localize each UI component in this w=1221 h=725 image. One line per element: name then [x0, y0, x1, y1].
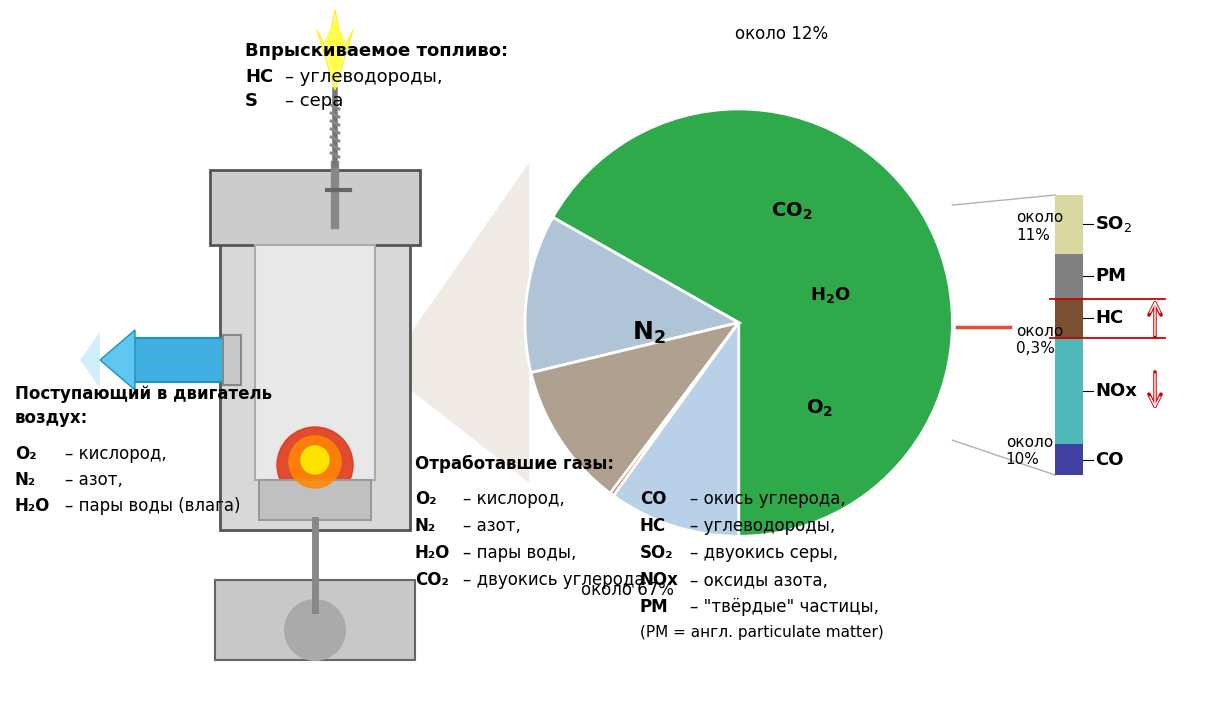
Text: N₂: N₂: [15, 471, 37, 489]
Text: HC: HC: [1095, 309, 1123, 327]
Text: $\mathbf{H_2O}$: $\mathbf{H_2O}$: [811, 285, 851, 304]
Text: S: S: [245, 92, 258, 110]
Text: – углеводороды,: – углеводороды,: [284, 68, 443, 86]
Bar: [210, 170, 420, 245]
Text: CO: CO: [640, 490, 667, 508]
Text: H₂O: H₂O: [415, 544, 451, 562]
Bar: [220, 200, 410, 530]
Text: около
11%: около 11%: [1016, 210, 1063, 243]
Polygon shape: [385, 162, 529, 483]
Bar: [129, 338, 225, 382]
Circle shape: [284, 600, 346, 660]
Polygon shape: [81, 332, 100, 388]
Circle shape: [302, 446, 328, 474]
Polygon shape: [317, 10, 353, 90]
Bar: [1055, 444, 1083, 475]
Text: Поступающий в двигатель
воздух:: Поступающий в двигатель воздух:: [15, 385, 272, 426]
Text: SO₂: SO₂: [640, 544, 674, 562]
Text: O₂: O₂: [415, 490, 436, 508]
Polygon shape: [100, 330, 136, 390]
Wedge shape: [610, 323, 739, 496]
Text: NOx: NOx: [640, 571, 679, 589]
Text: – сера: – сера: [284, 92, 343, 110]
Text: около
0,3%: около 0,3%: [1016, 323, 1063, 356]
Text: – азот,: – азот,: [463, 517, 521, 535]
Text: – окись углерода,: – окись углерода,: [690, 490, 846, 508]
Text: N₂: N₂: [415, 517, 436, 535]
Circle shape: [289, 436, 341, 488]
Bar: [255, 245, 375, 480]
Text: NOx: NOx: [1095, 382, 1137, 400]
Text: – оксиды азота,: – оксиды азота,: [690, 571, 828, 589]
Wedge shape: [613, 323, 739, 536]
Bar: [259, 480, 371, 520]
Wedge shape: [525, 218, 739, 373]
Text: CO₂: CO₂: [415, 571, 449, 589]
Bar: [1055, 254, 1083, 299]
Circle shape: [277, 427, 353, 503]
Text: – кислород,: – кислород,: [65, 445, 167, 463]
Text: около 12%: около 12%: [735, 25, 828, 44]
Text: CO: CO: [1095, 451, 1123, 468]
Text: O₂: O₂: [15, 445, 37, 463]
Text: Впрыскиваемое топливо:: Впрыскиваемое топливо:: [245, 42, 508, 60]
Text: – кислород,: – кислород,: [463, 490, 565, 508]
Text: Отработавшие газы:: Отработавшие газы:: [415, 455, 614, 473]
Polygon shape: [325, 20, 346, 85]
Text: – пары воды,: – пары воды,: [463, 544, 576, 562]
Text: $\mathbf{N_2}$: $\mathbf{N_2}$: [632, 320, 665, 347]
Text: (PM = англ. particulate matter): (PM = англ. particulate matter): [640, 625, 884, 640]
Bar: [223, 335, 241, 385]
Text: $\mathbf{O_2}$: $\mathbf{O_2}$: [806, 397, 834, 419]
Bar: [1055, 338, 1083, 444]
Text: – пары воды (влага): – пары воды (влага): [65, 497, 241, 515]
Text: H₂O: H₂O: [15, 497, 50, 515]
Text: HC: HC: [245, 68, 274, 86]
Text: около
10%: около 10%: [1006, 434, 1053, 467]
Bar: [1055, 195, 1083, 254]
Text: – двуокись углерода: – двуокись углерода: [463, 571, 645, 589]
Wedge shape: [553, 109, 952, 536]
Text: – азот,: – азот,: [65, 471, 123, 489]
Text: около 67%: около 67%: [581, 581, 674, 599]
Text: PM: PM: [1095, 268, 1126, 285]
Text: – "твёрдые" частицы,: – "твёрдые" частицы,: [690, 598, 879, 616]
Bar: [215, 580, 415, 660]
Text: – углеводороды,: – углеводороды,: [690, 517, 835, 535]
Text: SO$_2$: SO$_2$: [1095, 215, 1132, 234]
Text: PM: PM: [640, 598, 669, 616]
Text: $\mathbf{CO_2}$: $\mathbf{CO_2}$: [772, 201, 813, 222]
Wedge shape: [531, 323, 739, 493]
Bar: [1055, 299, 1083, 338]
Text: HC: HC: [640, 517, 667, 535]
Text: – двуокись серы,: – двуокись серы,: [690, 544, 838, 562]
